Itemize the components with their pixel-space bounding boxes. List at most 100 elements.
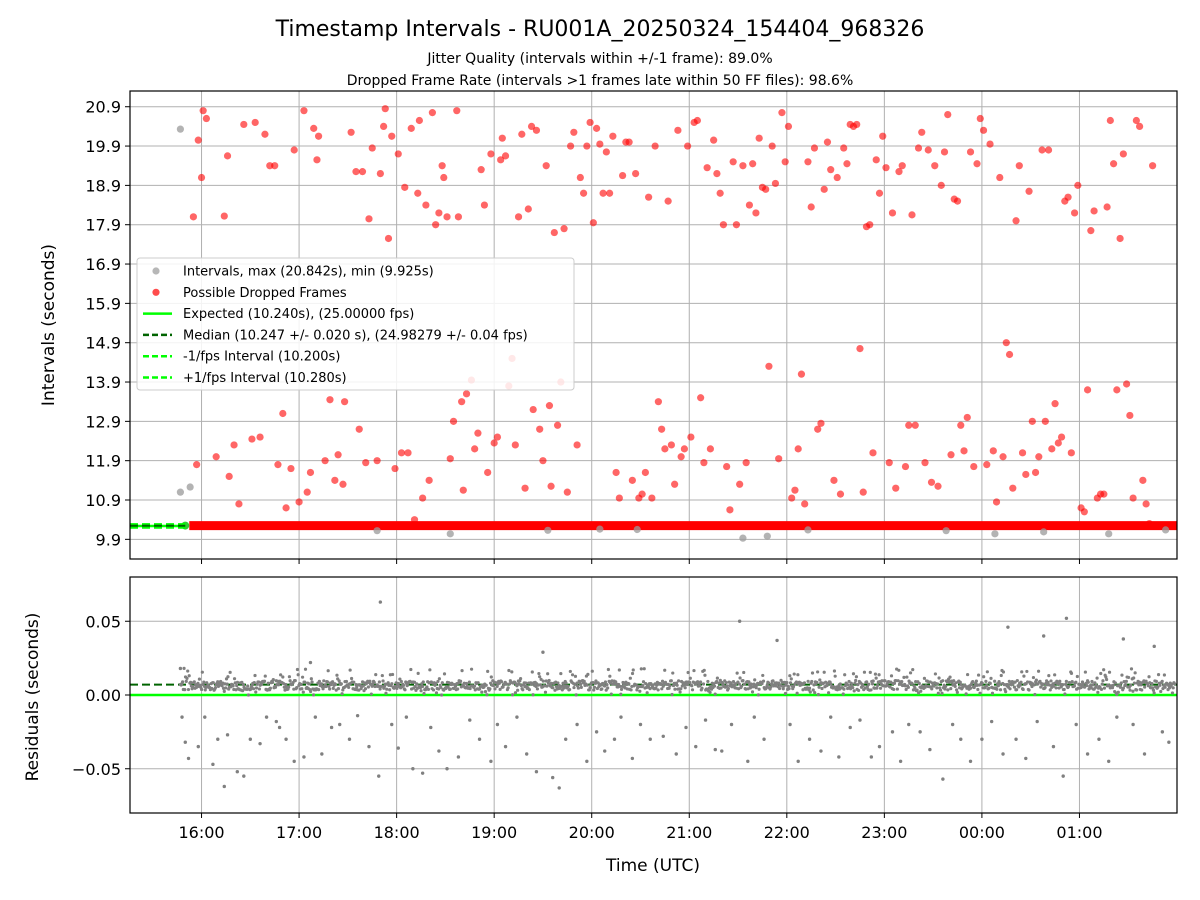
interval-point [176,125,184,133]
residual-band-point [384,691,388,695]
dropped-frame-point [729,158,737,166]
residual-band-point [861,684,865,688]
residual-band-point [878,686,883,690]
residual-band-point [186,669,190,673]
residual-band-point [838,682,842,686]
residual-band-point [240,689,245,693]
dropped-frame-point [425,476,433,484]
dropped-frame-point [817,419,825,427]
residual-band-point [1064,679,1068,683]
legend-label: -1/fps Interval (10.200s) [183,350,340,365]
dropped-frame-point [820,185,828,193]
residual-band-point [1069,671,1074,675]
dropped-frame-point [908,211,916,219]
dropped-frame-point [271,162,279,170]
residual-band-point [1116,690,1120,694]
dropped-frame-point [596,140,604,148]
residual-band-point [810,679,814,684]
residual-outlier-point [585,759,589,764]
residual-band-point [989,676,993,680]
residual-outlier-point [661,734,665,738]
dropped-frame-point [384,234,393,243]
residual-band-point [469,667,474,671]
residual-band-point [638,689,642,693]
dropped-frame-point [641,468,649,477]
residual-band-point [232,677,237,681]
residual-band-point [822,670,826,674]
residual-band-point [971,679,975,684]
residual-outlier-point [429,725,433,730]
residual-outlier-point [648,737,652,741]
residual-band-point [374,673,378,677]
residual-band-point [683,686,687,690]
residual-band-point [401,683,406,687]
residual-outlier-point [302,755,306,759]
dropped-frame-point [381,105,389,113]
interval-point [176,488,184,496]
dropped-frame-point [599,189,607,197]
residual-outlier-point [329,725,334,730]
residual-band-point [425,685,429,689]
residual-band-point [317,679,322,683]
residual-band-point [483,690,488,694]
residual-band-point [1113,681,1117,685]
residual-band-point [506,686,510,690]
residual-band-point [915,688,919,692]
legend-label: Median (10.247 +/- 0.020 s), (24.98279 +… [183,328,528,343]
top-reference-lines [130,523,186,529]
residual-band-point [993,679,997,683]
dropped-frame-point [781,158,789,166]
dropped-frame-point [404,449,412,457]
residual-band-point [734,682,738,686]
residual-band-point [369,692,373,696]
residual-band-point [817,685,821,689]
residual-band-point [1074,680,1078,684]
residual-band-point [750,690,755,694]
residual-band-point [284,682,288,687]
residual-band-point [253,673,257,678]
residual-outlier-point [420,771,425,775]
residual-band-point [431,688,436,692]
residual-band-point [777,686,782,691]
residual-band-point [930,687,934,691]
residual-band-point [480,690,484,694]
residual-band-point [235,680,240,684]
residual-outlier-point [720,749,724,753]
legend-item: Expected (10.240s), (25.00000 fps) [143,307,414,322]
dropped-frame-point [432,221,440,229]
residual-band-point [627,682,631,686]
residual-band-point [518,677,523,681]
dropped-frame-point [888,209,897,217]
residual-band-point [182,666,186,670]
residual-band-point [498,687,502,691]
residual-band-point [311,693,316,697]
dropped-frame-point [1116,234,1124,243]
residual-band-point [453,684,458,688]
residual-band-point [331,686,335,690]
x-tick-label: 17:00 [276,823,322,842]
residual-band-point [180,680,185,684]
residual-band-point [783,691,788,696]
residual-band-point [842,687,846,691]
dropped-frame-point [212,453,220,461]
residual-band-point [1047,683,1052,687]
residual-band-point [235,684,239,688]
residual-band-point [1041,682,1045,686]
residual-band-point [260,682,264,686]
dropped-frame-point [550,228,558,237]
dropped-frame-point [1041,417,1049,425]
residual-band-point [183,688,187,692]
residual-band-point [600,687,604,691]
residual-band-point [366,685,371,689]
residual-band-point [467,680,471,684]
dropped-frame-point [570,128,578,136]
residual-band-point [1086,680,1090,684]
residual-band-point [380,673,384,678]
residual-band-point [781,687,785,691]
residual-outlier-point [377,774,381,778]
dropped-frame-point [443,213,451,221]
dropped-frame-point [235,500,243,508]
dropped-frame-point [326,396,334,404]
dropped-frame-point [840,144,848,152]
residual-band-point [1018,683,1022,687]
